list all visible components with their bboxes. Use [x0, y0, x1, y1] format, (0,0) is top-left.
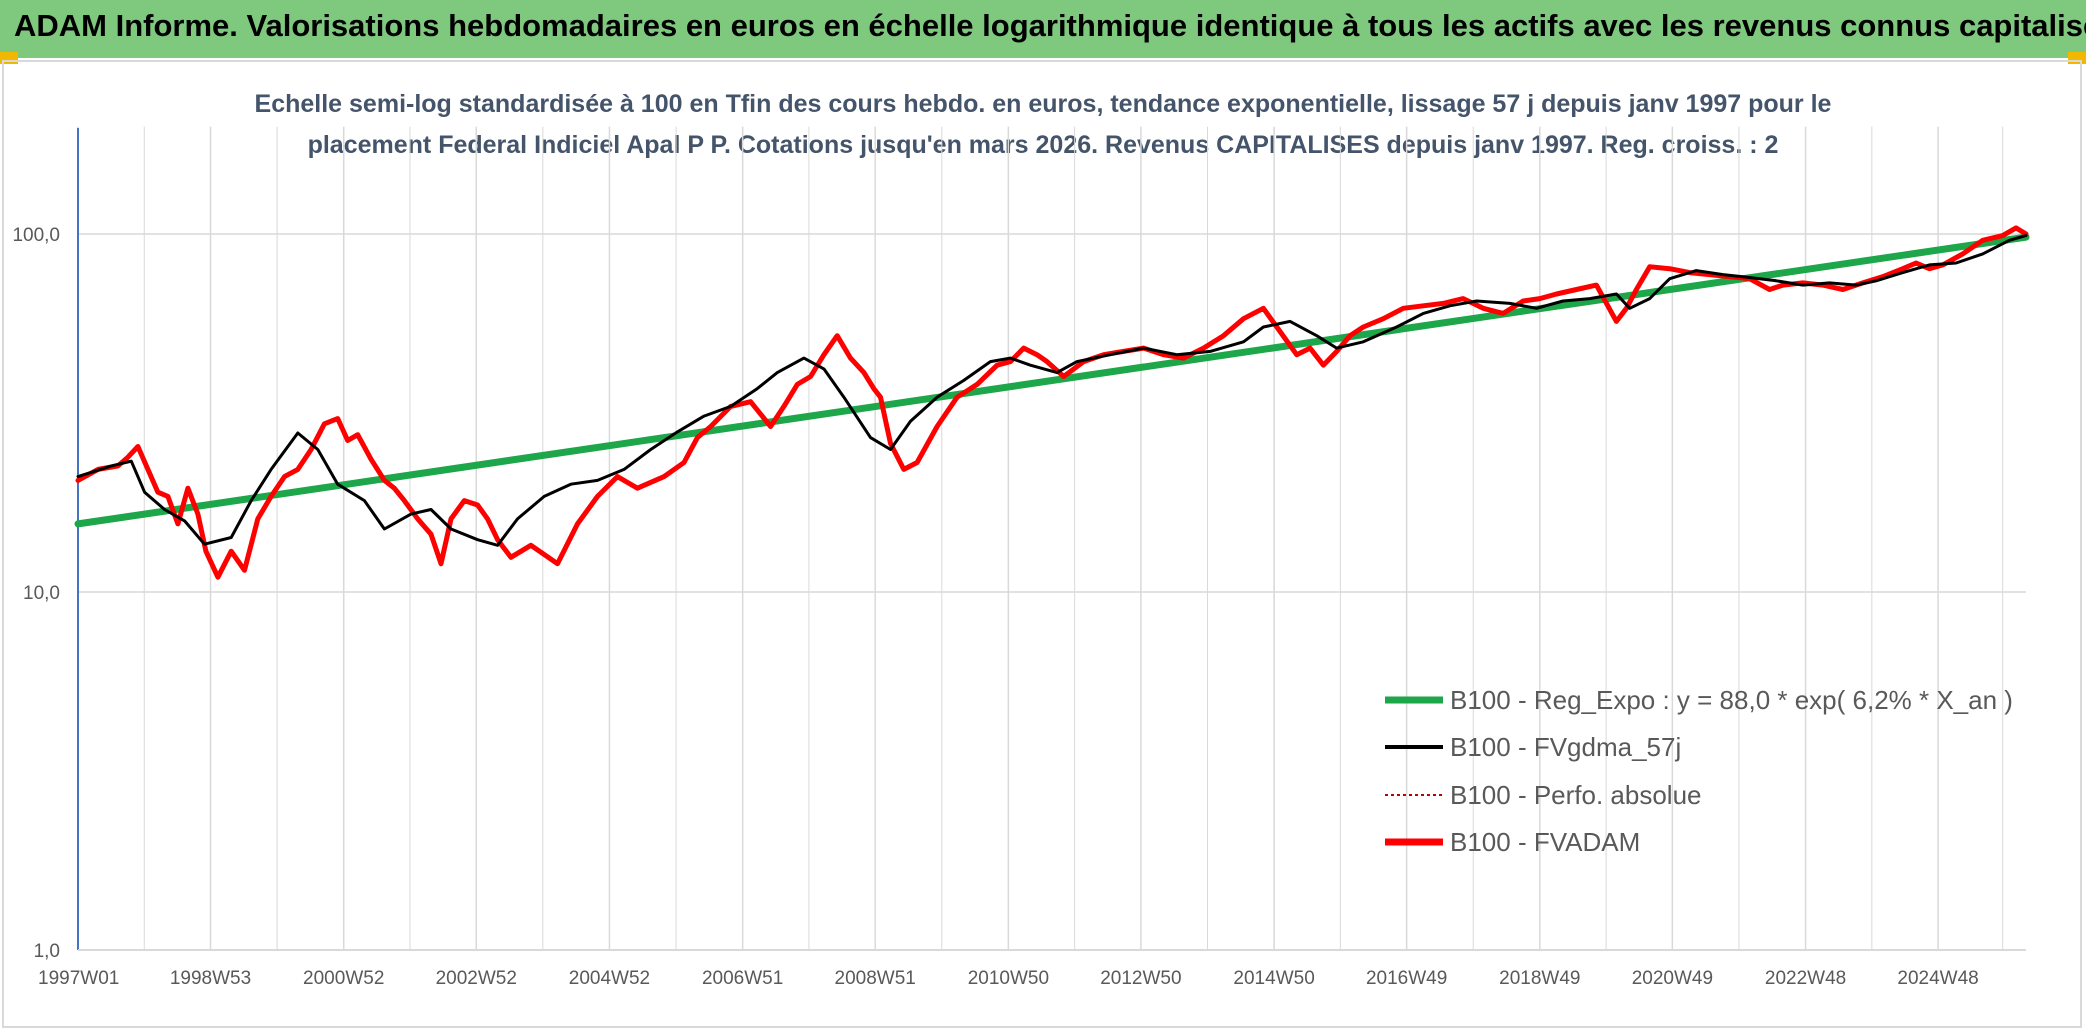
legend-label-perfo: B100 - Perfo. absolue	[1450, 780, 1702, 810]
x-tick-label: 2016W49	[1366, 968, 1447, 989]
x-tick-label: 2002W52	[436, 968, 517, 989]
chart-subtitle-line-2: placement Federal Indiciel Apal P P. Cot…	[308, 131, 1779, 159]
series-line-regression	[74, 233, 2030, 528]
series-line-fvadam	[75, 225, 2029, 580]
x-tick-label: 2020W49	[1632, 968, 1713, 989]
chart-frame	[2, 60, 2082, 1028]
x-tick-label: 2012W50	[1100, 968, 1181, 989]
title-banner: ADAM Informe. Valorisations hebdomadaire…	[0, 0, 2086, 58]
gridlines	[77, 126, 2026, 951]
x-tick-label: 2004W52	[569, 968, 650, 989]
y-tick-label: 10,0	[23, 583, 60, 604]
x-tick-label: 2010W50	[968, 968, 1049, 989]
x-tick-label: 2018W49	[1499, 968, 1580, 989]
series-line-gdma	[76, 234, 2028, 547]
series-lines	[74, 225, 2030, 580]
chart-subtitle-line-1: Echelle semi-log standardisée à 100 en T…	[255, 90, 1832, 118]
x-tick-label: 1997W01	[38, 968, 119, 989]
legend-label-gdma: B100 - FVgdma_57j	[1450, 732, 1681, 762]
page-title: ADAM Informe. Valorisations hebdomadaire…	[14, 8, 2086, 43]
x-tick-label: 2008W51	[835, 968, 916, 989]
x-tick-label: 2000W52	[303, 968, 384, 989]
legend-label-regression: B100 - Reg_Expo : y = 88,0 * exp( 6,2% *…	[1450, 685, 2013, 715]
y-tick-label: 1,0	[34, 941, 60, 962]
x-tick-label: 2014W50	[1233, 968, 1314, 989]
x-tick-label: 2022W48	[1765, 968, 1846, 989]
x-tick-label: 2006W51	[702, 968, 783, 989]
legend-label-fvadam: B100 - FVADAM	[1450, 827, 1640, 857]
y-tick-label: 100,0	[12, 225, 60, 246]
x-tick-label: 1998W53	[170, 968, 251, 989]
legend: B100 - Reg_Expo : y = 88,0 * exp( 6,2% *…	[1385, 685, 2013, 857]
axes: 100,0 10,0 1,0 1997W01 1998W53 2000W52 2002W52…	[12, 128, 2026, 989]
x-tick-label: 2024W48	[1897, 968, 1978, 989]
